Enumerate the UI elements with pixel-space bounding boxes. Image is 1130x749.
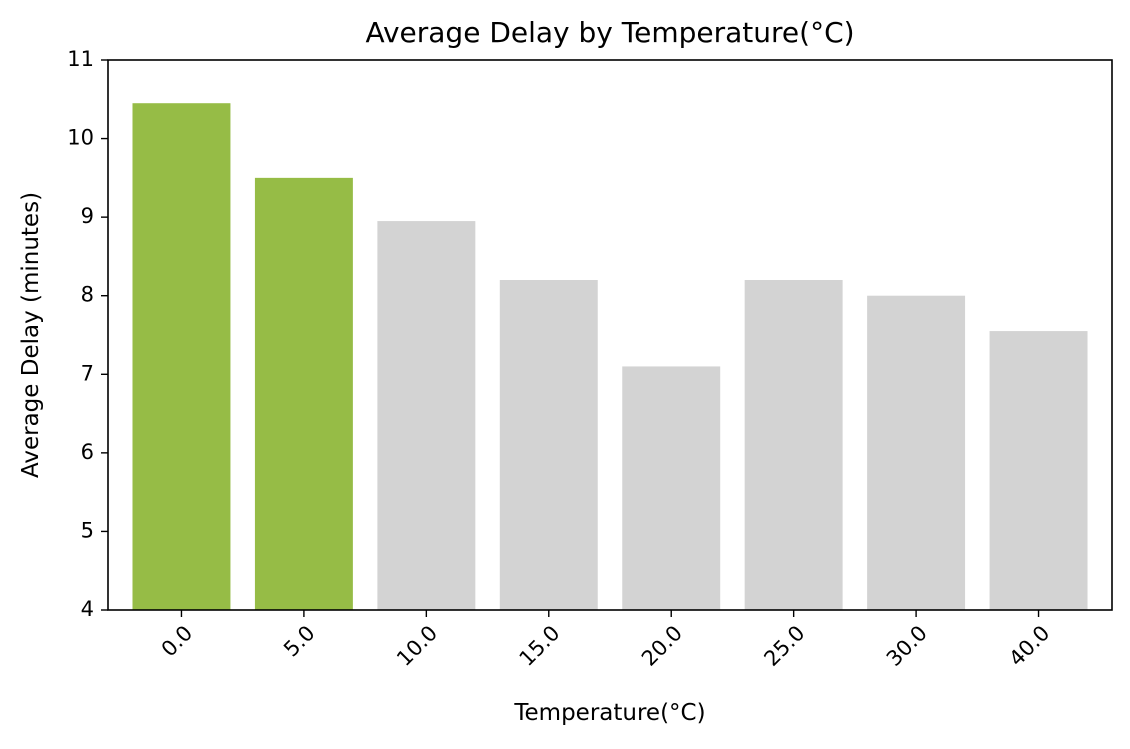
x-tick-label: 10.0: [392, 621, 442, 671]
bar-5.0: [254, 177, 353, 611]
y-axis-ticks: 4 5 6 7 8 9 10 11: [67, 47, 108, 621]
bars-layer: [132, 103, 1088, 611]
x-tick-label: 30.0: [882, 621, 932, 671]
x-tick-label: 15.0: [515, 621, 565, 671]
y-tick-label: 4: [81, 597, 94, 621]
x-tick-label: 0.0: [157, 621, 198, 662]
chart-title: Average Delay by Temperature(°C): [365, 16, 854, 49]
bar-10.0: [377, 221, 476, 610]
y-tick-label: 6: [81, 440, 94, 464]
plot-frame: [107, 59, 1113, 611]
x-tick-label: 40.0: [1004, 621, 1054, 671]
bar-0.0: [132, 103, 231, 611]
bar-20.0: [622, 366, 721, 610]
x-axis-ticks: 0.0 5.0 10.0 15.0 20.0 25.0 30.0 40.0: [157, 610, 1054, 671]
bar-40.0: [989, 331, 1088, 610]
bar-25.0: [744, 280, 843, 610]
y-tick-label: 11: [67, 47, 94, 71]
y-tick-label: 5: [81, 518, 94, 542]
y-tick-label: 7: [81, 361, 94, 385]
y-tick-label: 8: [81, 283, 94, 307]
y-axis-label: Average Delay (minutes): [18, 192, 44, 478]
x-tick-label: 25.0: [759, 621, 809, 671]
bar-15.0: [499, 280, 598, 610]
y-tick-label: 10: [67, 126, 94, 150]
bar-30.0: [867, 295, 966, 610]
x-tick-label: 5.0: [279, 621, 320, 662]
x-axis-label: Temperature(°C): [513, 700, 705, 726]
y-tick-label: 9: [81, 204, 94, 228]
x-tick-label: 20.0: [637, 621, 687, 671]
